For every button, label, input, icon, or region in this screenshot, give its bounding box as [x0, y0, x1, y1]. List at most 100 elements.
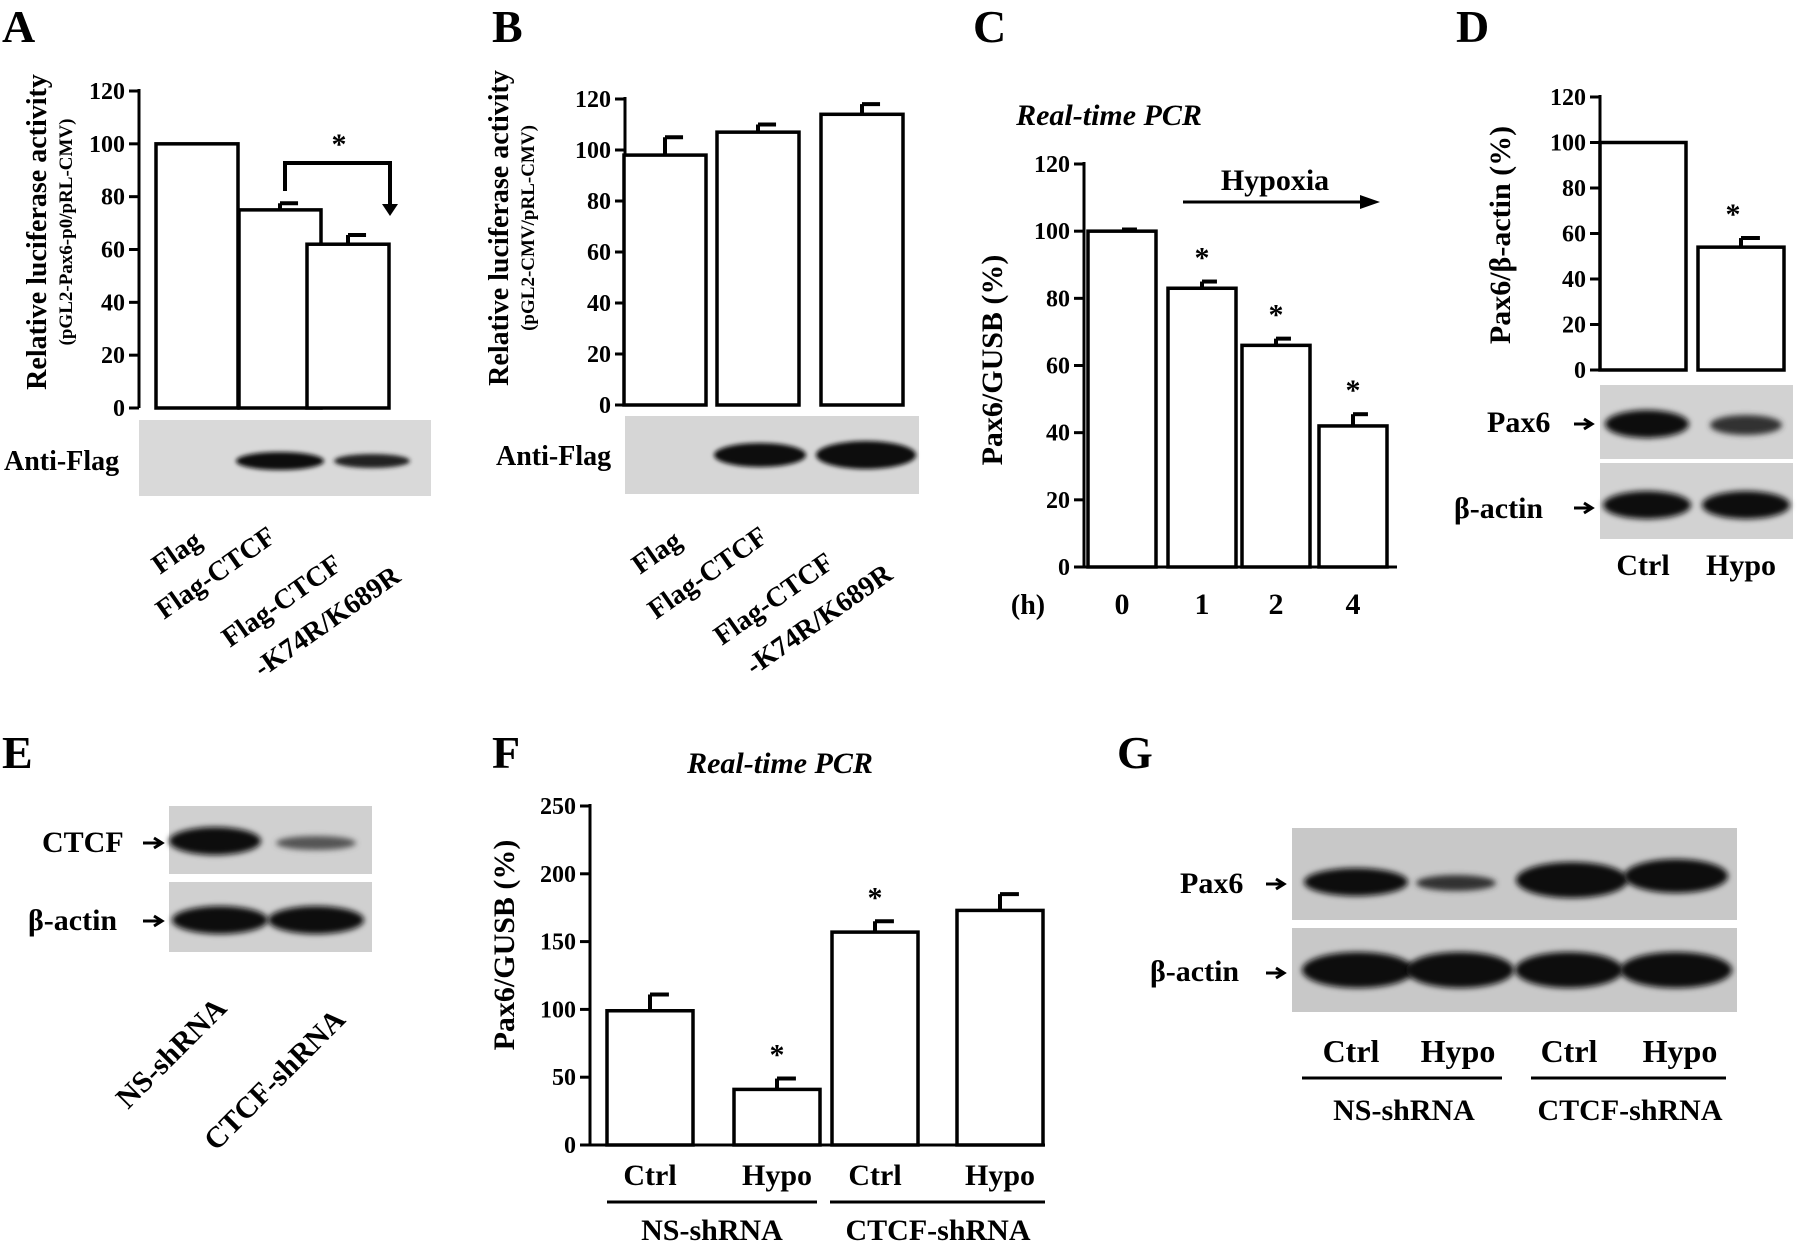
panel-f-bar-3 [830, 930, 920, 1147]
panel-f-group-1: NS-shRNA [641, 1214, 783, 1245]
panel-d-bar-1 [1598, 140, 1688, 372]
panel-e-arrow-actin [143, 914, 165, 928]
panel-f-bars: 0 50 100 150 200 250 Ctrl * Hypo * Ctrl Hypo [540, 794, 1045, 1192]
panel-b-ytick-label: 60 [587, 240, 611, 266]
panel-e-arrow-ctcf [143, 836, 165, 850]
panel-c-sig-star-3: * [1269, 299, 1284, 332]
panel-d-ytick-label: 120 [1550, 85, 1586, 111]
panel-c-bar-1 [1086, 229, 1158, 569]
panel-g-arrow-pax6 [1266, 877, 1287, 891]
panel-c-ytick-label: 100 [1034, 219, 1070, 245]
panel-a-ytick-label: 20 [101, 343, 125, 369]
panel-e-blot-label-actin: β-actin [28, 904, 117, 937]
panel-a-ytick-label: 0 [113, 396, 125, 422]
panel-b-ytick-label: 40 [587, 291, 611, 317]
panel-f-title: Real-time PCR [686, 747, 873, 780]
panel-c-ytick-label: 40 [1046, 421, 1070, 447]
panel-c-hypoxia-label: Hypoxia [1221, 164, 1329, 197]
panel-c-sig-star-2: * [1195, 242, 1210, 275]
panel-d-ytick-label: 20 [1562, 313, 1586, 339]
panel-f-ytick-label: 50 [552, 1065, 576, 1091]
panel-a-ylabel-sub: (pGL2-Pax6-p0/pRL-CMV) [56, 119, 77, 346]
panel-c-ytick-label: 120 [1034, 152, 1070, 178]
panel-g-arrow-actin [1266, 966, 1287, 980]
panel-c-ytick-label: 60 [1046, 354, 1070, 380]
panel-a-ytick-label: 60 [101, 238, 125, 264]
panel-letter-e: E [2, 727, 33, 778]
panel-d-ytick-label: 60 [1562, 222, 1586, 248]
panel-g-lane-4: Hypo [1643, 1033, 1718, 1069]
panel-c-hypoxia-arrowhead [1360, 195, 1380, 209]
panel-letter-f: F [492, 727, 520, 778]
panel-e-lane-1: NS-shRNA [110, 991, 234, 1115]
panel-a-ytick-label: 80 [101, 185, 125, 211]
panel-c-cat-4: 4 [1346, 588, 1361, 621]
panel-a-bar-1 [154, 142, 240, 410]
panel-a-ylabel: Relative luciferase activity [22, 74, 53, 390]
panel-g-group-1: NS-shRNA [1333, 1094, 1475, 1127]
panel-g-lane-1: Ctrl [1323, 1033, 1380, 1069]
panel-a-ytick-label: 40 [101, 290, 125, 316]
panel-a-ytick-label: 100 [89, 132, 125, 158]
panel-f-ytick-label: 200 [540, 862, 576, 888]
panel-e-blot [169, 806, 372, 952]
panel-c-cat-1: 0 [1115, 588, 1130, 621]
panel-b-ytick-label: 0 [599, 393, 611, 419]
panel-f-ytick-label: 100 [540, 997, 576, 1023]
panel-d-cat-1: Ctrl [1616, 549, 1669, 582]
panel-d-bar-2 [1696, 245, 1786, 372]
panel-c-cat-3: 2 [1269, 588, 1284, 621]
panel-f: Real-time PCR 0 50 100 150 200 250 Ctrl * Hypo * C… [488, 747, 1045, 1245]
panel-g-blot [1292, 828, 1737, 1012]
panel-b: 0 20 40 60 80 100 120 Relative luciferase acti… [484, 70, 919, 682]
panel-b-blot-label: Anti-Flag [496, 441, 611, 472]
panel-f-cat-4: Hypo [965, 1159, 1035, 1192]
panel-d-ytick-label: 100 [1550, 131, 1586, 157]
panel-g-blot-label-actin: β-actin [1150, 955, 1239, 988]
panel-f-ytick-label: 0 [564, 1133, 576, 1159]
panel-a-sig-star: * [332, 128, 347, 161]
panel-d-arrow-actin [1574, 501, 1595, 515]
panel-c: Real-time PCR 0 20 40 60 80 100 120 0 * 1 * 2 * 4 Pax… [976, 99, 1397, 621]
panel-b-bar-2 [715, 130, 801, 407]
panel-g-lane-2: Hypo [1421, 1033, 1496, 1069]
panel-d-ytick-label: 0 [1574, 358, 1586, 384]
panel-a-bar-3 [305, 242, 391, 410]
panel-f-ylabel: Pax6/GUSB (%) [488, 840, 521, 1051]
panel-letter-a: A [2, 1, 35, 52]
panel-c-sig-star-4: * [1346, 374, 1361, 407]
panel-d-ylabel: Pax6/β-actin (%) [1484, 126, 1517, 344]
panel-c-cat-2: 1 [1195, 588, 1210, 621]
panel-b-ytick-label: 20 [587, 342, 611, 368]
panel-e: CTCF β-actin NS-shRNA CTCF-shRNA [28, 806, 372, 1157]
panel-c-bar-2 [1166, 286, 1238, 569]
panel-f-sig-star-3: * [868, 881, 883, 914]
panel-e-blot-label-ctcf: CTCF [42, 826, 124, 859]
panel-a: 0 20 40 60 80 100 120 Relative luciferase acti… [4, 74, 431, 684]
panel-c-bar-3 [1240, 343, 1312, 569]
panel-d-ytick-label: 80 [1562, 176, 1586, 202]
panel-c-xprefix: (h) [1011, 590, 1045, 621]
panel-a-blot-label: Anti-Flag [4, 446, 119, 477]
panel-f-ytick-label: 250 [540, 794, 576, 820]
panel-a-blot [139, 420, 431, 496]
panel-a-sig-bracket [283, 161, 392, 210]
panel-b-bars: 0 20 40 60 80 100 120 [575, 87, 905, 419]
panel-f-cat-1: Ctrl [623, 1159, 676, 1192]
panel-letter-d: D [1456, 1, 1489, 52]
panel-b-ytick-label: 120 [575, 87, 611, 113]
panel-d-sig-star-2: * [1726, 198, 1741, 231]
panel-f-cat-3: Ctrl [848, 1159, 901, 1192]
panel-b-ylabel-sub: (pGL2-CMV/pRL-CMV) [518, 125, 539, 331]
panel-f-bar-4 [955, 908, 1045, 1147]
panel-c-bars: 0 20 40 60 80 100 120 0 * 1 * 2 * 4 [1034, 152, 1397, 621]
panel-d-cat-2: Hypo [1706, 549, 1776, 582]
panel-g: Pax6 β-actin Ctrl Hypo Ctrl Hypo NS-shRN… [1150, 828, 1737, 1127]
panel-b-ytick-label: 100 [575, 138, 611, 164]
panel-letter-c: C [973, 1, 1006, 52]
panel-d-arrow-pax6 [1574, 417, 1595, 431]
panel-f-ytick-label: 150 [540, 930, 576, 956]
panel-b-bar-1 [622, 153, 708, 407]
panel-f-bar-2 [732, 1087, 822, 1147]
